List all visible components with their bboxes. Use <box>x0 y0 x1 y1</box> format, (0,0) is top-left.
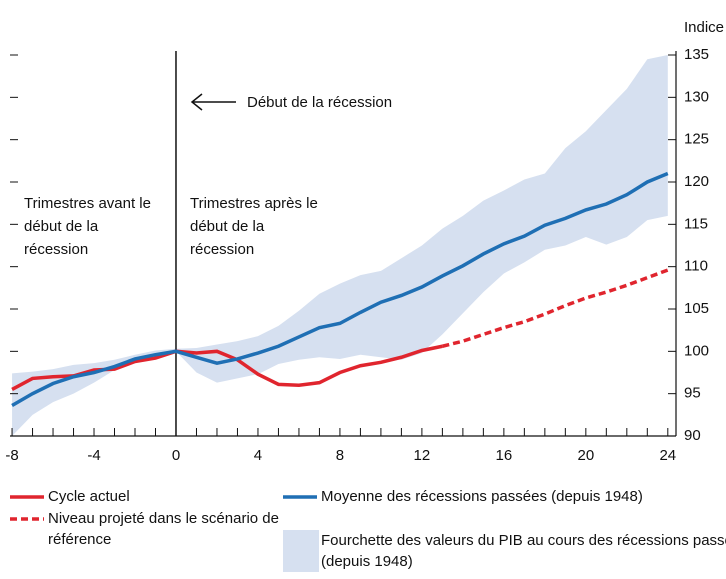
y-axis-label: Indice <box>684 19 724 36</box>
x-tick-label: 4 <box>254 447 262 460</box>
legend-swatch <box>283 495 317 499</box>
y-tick-label: 110 <box>684 258 708 275</box>
x-tick-label: 24 <box>659 447 676 460</box>
y-tick-label: 115 <box>684 215 708 232</box>
x-tick-label: 20 <box>577 447 594 460</box>
annotation: Trimestres après le début de la récessio… <box>190 195 318 258</box>
range-band <box>12 55 668 436</box>
legend-item: Moyenne des récessions passées (depuis 1… <box>283 486 661 507</box>
legend-label: Fourchette des valeurs du PIB au cours d… <box>321 532 726 570</box>
legend-label: Moyenne des récessions passées (depuis 1… <box>321 488 643 505</box>
y-tick-label: 125 <box>684 131 709 148</box>
y-tick-label: 120 <box>684 173 709 190</box>
x-tick-label: 16 <box>496 447 513 460</box>
y-tick-label: 100 <box>684 342 709 359</box>
legend-swatch <box>10 495 44 499</box>
legend-item: Fourchette des valeurs du PIB au cours d… <box>283 530 726 572</box>
series-line <box>441 268 669 348</box>
annotation: Trimestres avant le début de la récessio… <box>24 195 151 258</box>
chart: -8 -4 0 4 8 12 16 20 24 90 95 100 105 110 115 120 125 130… <box>5 19 724 460</box>
x-tick-label: 0 <box>172 447 180 460</box>
legend-label: Niveau projeté dans le scénario de référ… <box>48 510 279 548</box>
legend-item: Niveau projeté dans le scénario de référ… <box>10 508 288 550</box>
y-tick-label: 105 <box>684 300 709 317</box>
swatch <box>283 530 319 572</box>
x-tick-label: -8 <box>5 447 18 460</box>
x-tick-label: -4 <box>87 447 100 460</box>
legend-swatch <box>10 517 44 521</box>
arrow <box>190 93 236 111</box>
annotation: Début de la récession <box>247 94 392 111</box>
series-line <box>11 171 669 408</box>
legend-label: Cycle actuel <box>48 488 130 505</box>
y-tick-label: 95 <box>684 385 701 402</box>
y-tick-label: 135 <box>684 46 709 63</box>
y-tick-label: 130 <box>684 88 709 105</box>
legend-item: Cycle actuel <box>10 486 268 507</box>
legend-swatch <box>283 530 319 572</box>
x-tick-label: 8 <box>336 447 344 460</box>
x-tick-label: 12 <box>414 447 431 460</box>
y-tick-label: 90 <box>684 427 701 444</box>
